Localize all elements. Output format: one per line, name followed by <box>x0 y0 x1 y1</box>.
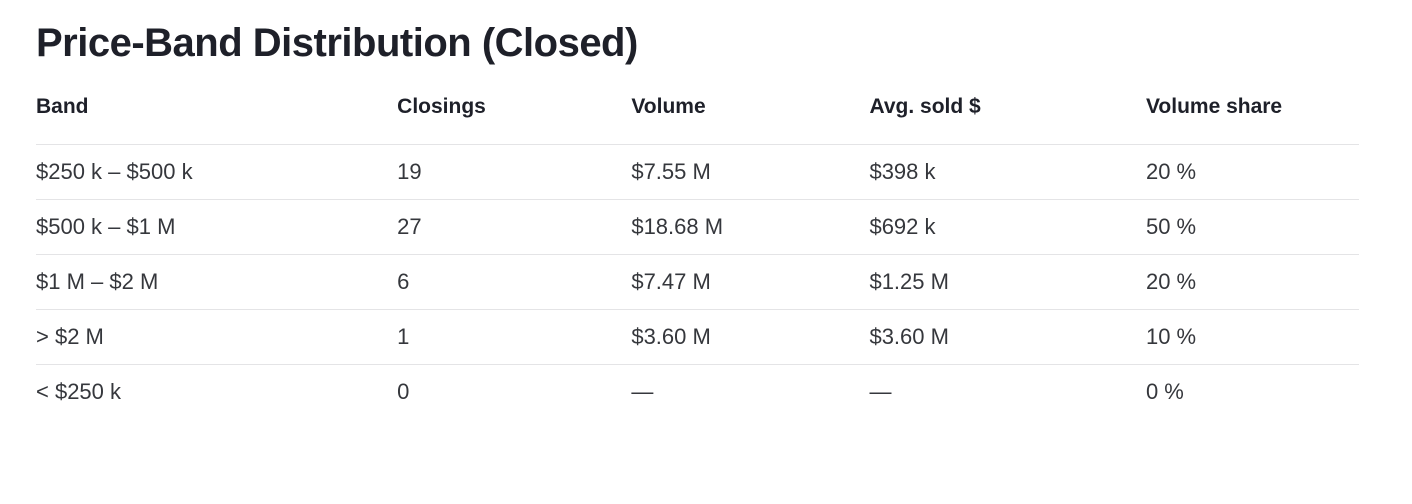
band-cell: < $250 k <box>36 379 122 404</box>
volume-share-cell: 0 % <box>1145 379 1184 404</box>
price-band-table: Band Closings Volume Avg. sold $ Volume … <box>36 76 1359 419</box>
closings-cell: 19 <box>397 144 632 200</box>
table-row: $1 M – $2 M 6 $7.47 M $1.25 M 20 % <box>36 254 1359 310</box>
volume-cell: $7.55 M <box>631 144 870 200</box>
closings-cell: 0 <box>397 379 410 404</box>
band-cell: > $2 M <box>36 309 398 365</box>
header-row: Band Closings Volume Avg. sold $ Volume … <box>36 76 1359 145</box>
table-row: $250 k – $500 k 19 $7.55 M $398 k 20 % <box>36 144 1359 200</box>
volume-cell: $3.60 M <box>631 309 870 365</box>
column-header-avg-sold: Avg. sold $ <box>869 76 1146 145</box>
volume-share-cell: 10 % <box>1145 309 1359 365</box>
avg-sold-cell: $3.60 M <box>869 309 1146 365</box>
closings-cell: 1 <box>397 309 632 365</box>
column-header-volume-share: Volume share <box>1145 76 1359 145</box>
volume-share-cell: 20 % <box>1145 144 1359 200</box>
band-cell: $250 k – $500 k <box>36 144 398 200</box>
volume-share-cell: 20 % <box>1145 254 1359 310</box>
band-cell: $1 M – $2 M <box>36 254 398 310</box>
band-cell: $500 k – $1 M <box>36 199 398 255</box>
avg-sold-cell: — <box>869 379 892 404</box>
column-header-volume: Volume <box>631 76 870 145</box>
volume-cell: — <box>631 379 654 404</box>
column-header-closings: Closings <box>397 76 632 145</box>
closings-cell: 6 <box>397 254 632 310</box>
table-row: > $2 M 1 $3.60 M $3.60 M 10 % <box>36 309 1359 365</box>
volume-cell: $7.47 M <box>631 254 870 310</box>
page-title: Price-Band Distribution (Closed) <box>36 21 638 65</box>
closings-cell: 27 <box>397 199 632 255</box>
volume-share-cell: 50 % <box>1145 199 1359 255</box>
avg-sold-cell: $692 k <box>869 199 1146 255</box>
table-row: < $250 k 0 — — 0 % <box>36 365 1359 420</box>
volume-cell: $18.68 M <box>631 199 870 255</box>
avg-sold-cell: $1.25 M <box>869 254 1146 310</box>
avg-sold-cell: $398 k <box>869 144 1146 200</box>
price-band-widget: Price-Band Distribution (Closed) Band Cl… <box>0 20 1412 419</box>
column-header-band: Band <box>36 76 398 145</box>
table-row: $500 k – $1 M 27 $18.68 M $692 k 50 % <box>36 199 1359 255</box>
